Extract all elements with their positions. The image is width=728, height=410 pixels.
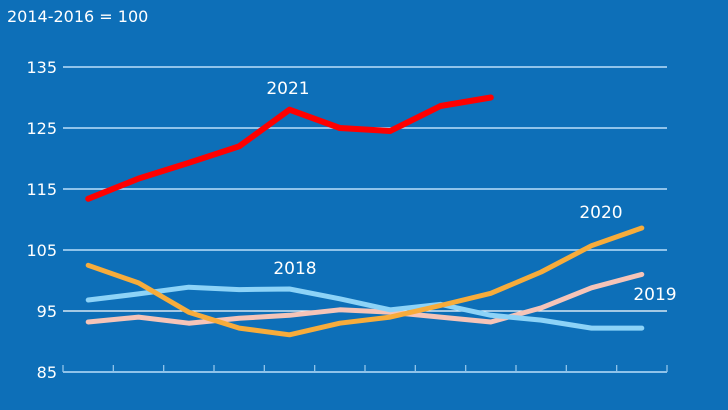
y-tick-label: 115 — [26, 180, 57, 199]
y-tick-label: 125 — [26, 119, 57, 138]
y-tick-label: 105 — [26, 241, 57, 260]
series-line-2019 — [85, 271, 645, 326]
chart-subtitle: 2014-2016 = 100 — [7, 7, 149, 26]
y-tick-label: 95 — [37, 302, 57, 321]
x-axis — [62, 365, 668, 373]
y-axis-ticks: 85 95 105 115 125 135 — [26, 58, 57, 382]
series-lines — [85, 94, 645, 338]
gridlines — [63, 66, 667, 312]
series-line-2020 — [85, 225, 645, 338]
y-tick-label: 135 — [26, 58, 57, 77]
series-label-2021: 2021 — [266, 79, 309, 99]
series-label-2019: 2019 — [633, 285, 676, 305]
series-label-2018: 2018 — [273, 259, 316, 279]
y-tick-label: 85 — [37, 363, 57, 382]
series-labels: 2021 2020 2019 2018 — [266, 79, 676, 305]
series-line-2021 — [85, 94, 494, 202]
series-label-2020: 2020 — [579, 203, 622, 223]
series-line-2018 — [85, 284, 645, 331]
